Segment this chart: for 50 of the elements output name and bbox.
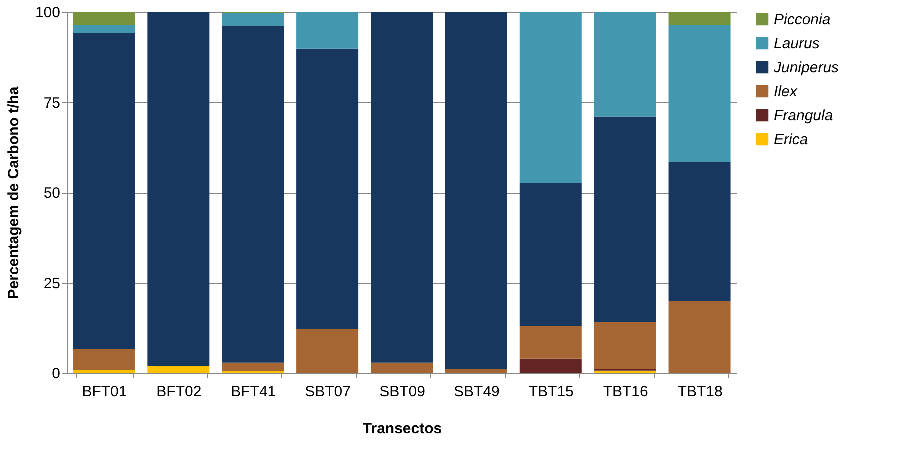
bar	[594, 12, 656, 117]
bar	[594, 116, 656, 322]
bar	[148, 366, 210, 373]
legend-label: Ilex	[774, 84, 798, 100]
bar	[668, 162, 731, 302]
bar	[73, 349, 136, 370]
bar	[371, 12, 433, 363]
bar	[222, 13, 284, 26]
bar	[296, 328, 359, 373]
x-tick-label: SBT07	[305, 384, 351, 400]
bar	[520, 12, 582, 184]
bar	[594, 322, 656, 370]
bar	[222, 26, 284, 363]
bar	[222, 362, 284, 372]
x-tick-label: TBT18	[678, 384, 723, 400]
bar	[296, 48, 359, 329]
bar	[520, 183, 582, 326]
x-tick-label: BFT01	[82, 384, 128, 400]
bar	[668, 12, 731, 25]
x-tick-label: TBT15	[528, 384, 574, 400]
bar	[73, 24, 136, 33]
y-tick-label: 25	[44, 275, 60, 292]
x-tick-label: TBT16	[603, 384, 648, 400]
bar	[445, 12, 508, 370]
bar	[73, 32, 136, 350]
bar	[668, 24, 731, 163]
y-axis-title: Percentagem de Carbono t/ha	[5, 86, 22, 300]
bar	[520, 358, 582, 373]
y-tick-label: 0	[52, 366, 60, 382]
x-axis-title: Transectos	[362, 420, 442, 438]
bar	[668, 301, 731, 373]
x-tick-label: SBT49	[454, 384, 500, 400]
legend-label: Laurus	[774, 36, 820, 52]
legend-label: Picconia	[774, 12, 831, 28]
bar	[371, 362, 433, 373]
bar	[148, 12, 210, 366]
bar	[445, 369, 508, 373]
x-tick-label: BFT41	[231, 384, 276, 400]
legend-label: Frangula	[774, 108, 834, 124]
bar	[296, 12, 359, 49]
bar	[520, 326, 582, 359]
y-tick-label: 100	[35, 4, 60, 22]
x-tick-label: BFT02	[156, 384, 202, 400]
y-tick-label: 75	[44, 94, 60, 112]
bar	[73, 370, 136, 373]
bar	[73, 12, 136, 25]
y-tick-label: 50	[44, 185, 60, 202]
x-tick-label: SBT09	[380, 384, 426, 400]
legend-label: Juniperus	[773, 60, 840, 76]
legend-label: Erica	[774, 132, 808, 148]
